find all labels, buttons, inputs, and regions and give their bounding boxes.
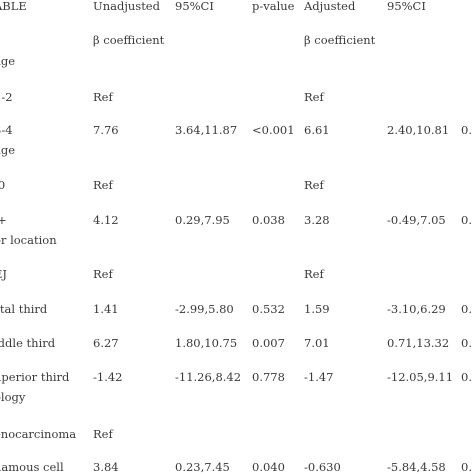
row-label: 1-2 xyxy=(0,90,13,104)
table-row: uperior third -1.42 -11.26,8.42 0.778 -1… xyxy=(0,369,474,385)
table-row: uamous cell 3.84 0.23,7.45 0.040 -0.630 … xyxy=(0,459,474,474)
cell-adjusted: Ref xyxy=(304,90,324,104)
cell-ci-adjusted: -0.49,7.05 xyxy=(387,213,446,227)
cell-adjusted: Ref xyxy=(304,178,324,192)
cell-adjusted: 3.28 xyxy=(304,213,330,227)
cell-pvalue-adjusted: 0. xyxy=(461,213,472,227)
cell-adjusted: 1.59 xyxy=(304,302,330,316)
cell-unadjusted: -1.42 xyxy=(93,370,123,384)
row-label: iddle third xyxy=(0,336,56,350)
row-label: age xyxy=(0,54,16,68)
table-row: iddle third 6.27 1.80,10.75 0.007 7.01 0… xyxy=(0,335,474,351)
row-label: age xyxy=(0,143,16,157)
cell-ci-unadjusted: 0.23,7.45 xyxy=(175,460,230,474)
row-label: /0 xyxy=(0,178,6,192)
cell-unadjusted: 1.41 xyxy=(93,302,119,316)
header-adjusted-beta: β coefficient xyxy=(304,33,376,47)
cell-ci-adjusted: -3.10,6.29 xyxy=(387,302,446,316)
table-row: EJ Ref Ref xyxy=(0,266,474,282)
header-ci-adjusted: 95%CI xyxy=(387,0,426,13)
cell-unadjusted: 7.76 xyxy=(93,123,119,137)
header-adjusted: Adjusted xyxy=(304,0,356,13)
cell-adjusted: -0.630 xyxy=(304,460,341,474)
row-label: '+ xyxy=(0,213,7,227)
cell-ci-unadjusted: 0.29,7.95 xyxy=(175,213,230,227)
header-unadjusted: Unadjusted xyxy=(93,0,160,13)
table-row: or location xyxy=(0,232,474,248)
cell-pvalue: 0.778 xyxy=(252,370,285,384)
table-row: stal third 1.41 -2.99,5.80 0.532 1.59 -3… xyxy=(0,301,474,317)
row-label: or location xyxy=(0,233,57,247)
cell-unadjusted: Ref xyxy=(93,267,113,281)
cell-pvalue-adjusted: 0. xyxy=(461,302,472,316)
table-row: age xyxy=(0,142,474,158)
header-pvalue: p-value xyxy=(252,0,295,13)
cell-unadjusted: Ref xyxy=(93,178,113,192)
table-row: /0 Ref Ref xyxy=(0,177,474,193)
cell-pvalue: 0.040 xyxy=(252,460,285,474)
cell-adjusted: Ref xyxy=(304,267,324,281)
table-subheader-row: β coefficient β coefficient xyxy=(0,32,474,48)
cell-ci-adjusted: -12.05,9.11 xyxy=(387,370,454,384)
cell-ci-adjusted: -5.84,4.58 xyxy=(387,460,446,474)
cell-pvalue-adjusted: 0. xyxy=(461,336,472,350)
cell-unadjusted: 6.27 xyxy=(93,336,119,350)
cell-unadjusted: Ref xyxy=(93,427,113,441)
cell-ci-unadjusted: 1.80,10.75 xyxy=(175,336,238,350)
row-label: stal third xyxy=(0,302,48,316)
table-row: age xyxy=(0,53,474,69)
cell-adjusted: 6.61 xyxy=(304,123,330,137)
cell-unadjusted: 4.12 xyxy=(93,213,119,227)
cell-ci-adjusted: 2.40,10.81 xyxy=(387,123,450,137)
cell-unadjusted: 3.84 xyxy=(93,460,119,474)
table-row: 1-2 Ref Ref xyxy=(0,89,474,105)
cell-pvalue-adjusted: 0. xyxy=(461,370,472,384)
cell-pvalue: 0.532 xyxy=(252,302,285,316)
row-label: ology xyxy=(0,390,26,404)
cell-ci-unadjusted: -11.26,8.42 xyxy=(175,370,242,384)
cell-pvalue-adjusted: 0. xyxy=(461,123,472,137)
table-row: '+ 4.12 0.29,7.95 0.038 3.28 -0.49,7.05 … xyxy=(0,212,474,228)
cell-adjusted: 7.01 xyxy=(304,336,330,350)
table-row: ology xyxy=(0,389,474,405)
cell-pvalue-adjusted: 0. xyxy=(461,460,472,474)
cell-ci-adjusted: 0.71,13.32 xyxy=(387,336,450,350)
header-variable: ABLE xyxy=(0,0,27,13)
cell-adjusted: -1.47 xyxy=(304,370,334,384)
cell-pvalue: 0.038 xyxy=(252,213,285,227)
table-row: enocarcinoma Ref xyxy=(0,426,474,442)
cell-unadjusted: Ref xyxy=(93,90,113,104)
cell-pvalue: <0.001 xyxy=(252,123,295,137)
header-ci-unadjusted: 95%CI xyxy=(175,0,214,13)
cell-ci-unadjusted: 3.64,11.87 xyxy=(175,123,238,137)
row-label: uperior third xyxy=(0,370,70,384)
row-label: 3-4 xyxy=(0,123,13,137)
row-label: uamous cell xyxy=(0,460,64,474)
row-label: EJ xyxy=(0,267,8,281)
header-unadjusted-beta: β coefficient xyxy=(93,33,165,47)
cell-ci-unadjusted: -2.99,5.80 xyxy=(175,302,234,316)
row-label: enocarcinoma xyxy=(0,427,77,441)
table-header-row: ABLE Unadjusted 95%CI p-value Adjusted 9… xyxy=(0,0,474,14)
cell-pvalue: 0.007 xyxy=(252,336,285,350)
table-row: 3-4 7.76 3.64,11.87 <0.001 6.61 2.40,10.… xyxy=(0,122,474,138)
